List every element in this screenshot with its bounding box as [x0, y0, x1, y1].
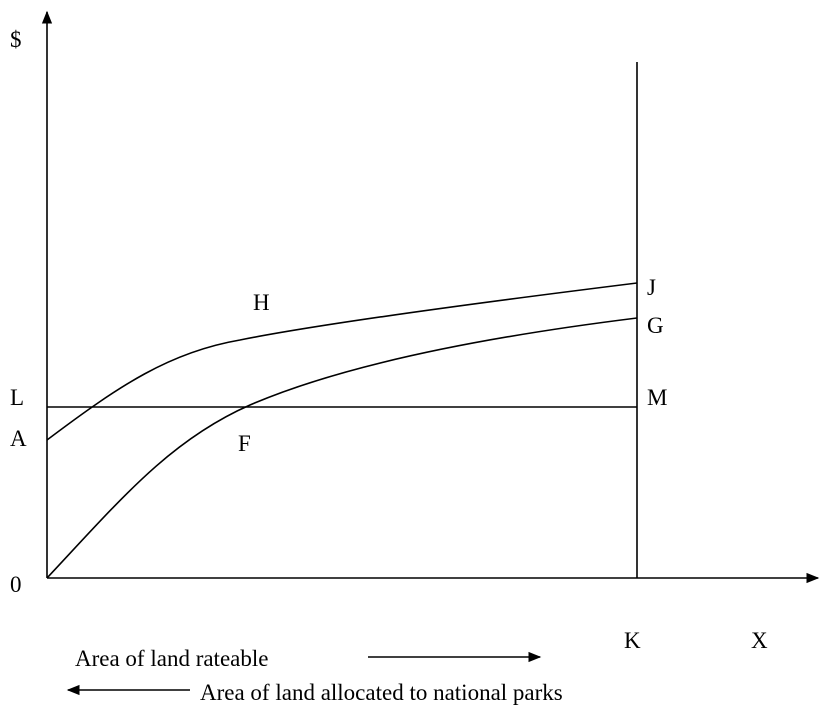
label: A — [10, 426, 27, 451]
curve-ahj — [46, 282, 638, 441]
label: F — [238, 431, 251, 456]
label: 0 — [10, 572, 22, 597]
label: $ — [10, 27, 22, 52]
label: L — [10, 385, 24, 410]
caption: Area of land allocated to national parks — [200, 680, 563, 705]
label: G — [647, 313, 664, 338]
label: M — [647, 385, 667, 410]
label: K — [624, 628, 641, 653]
caption: Area of land rateable — [75, 646, 268, 671]
label: X — [751, 628, 768, 653]
curve-0fg — [46, 317, 638, 579]
label: H — [253, 290, 270, 315]
label: J — [647, 275, 656, 300]
